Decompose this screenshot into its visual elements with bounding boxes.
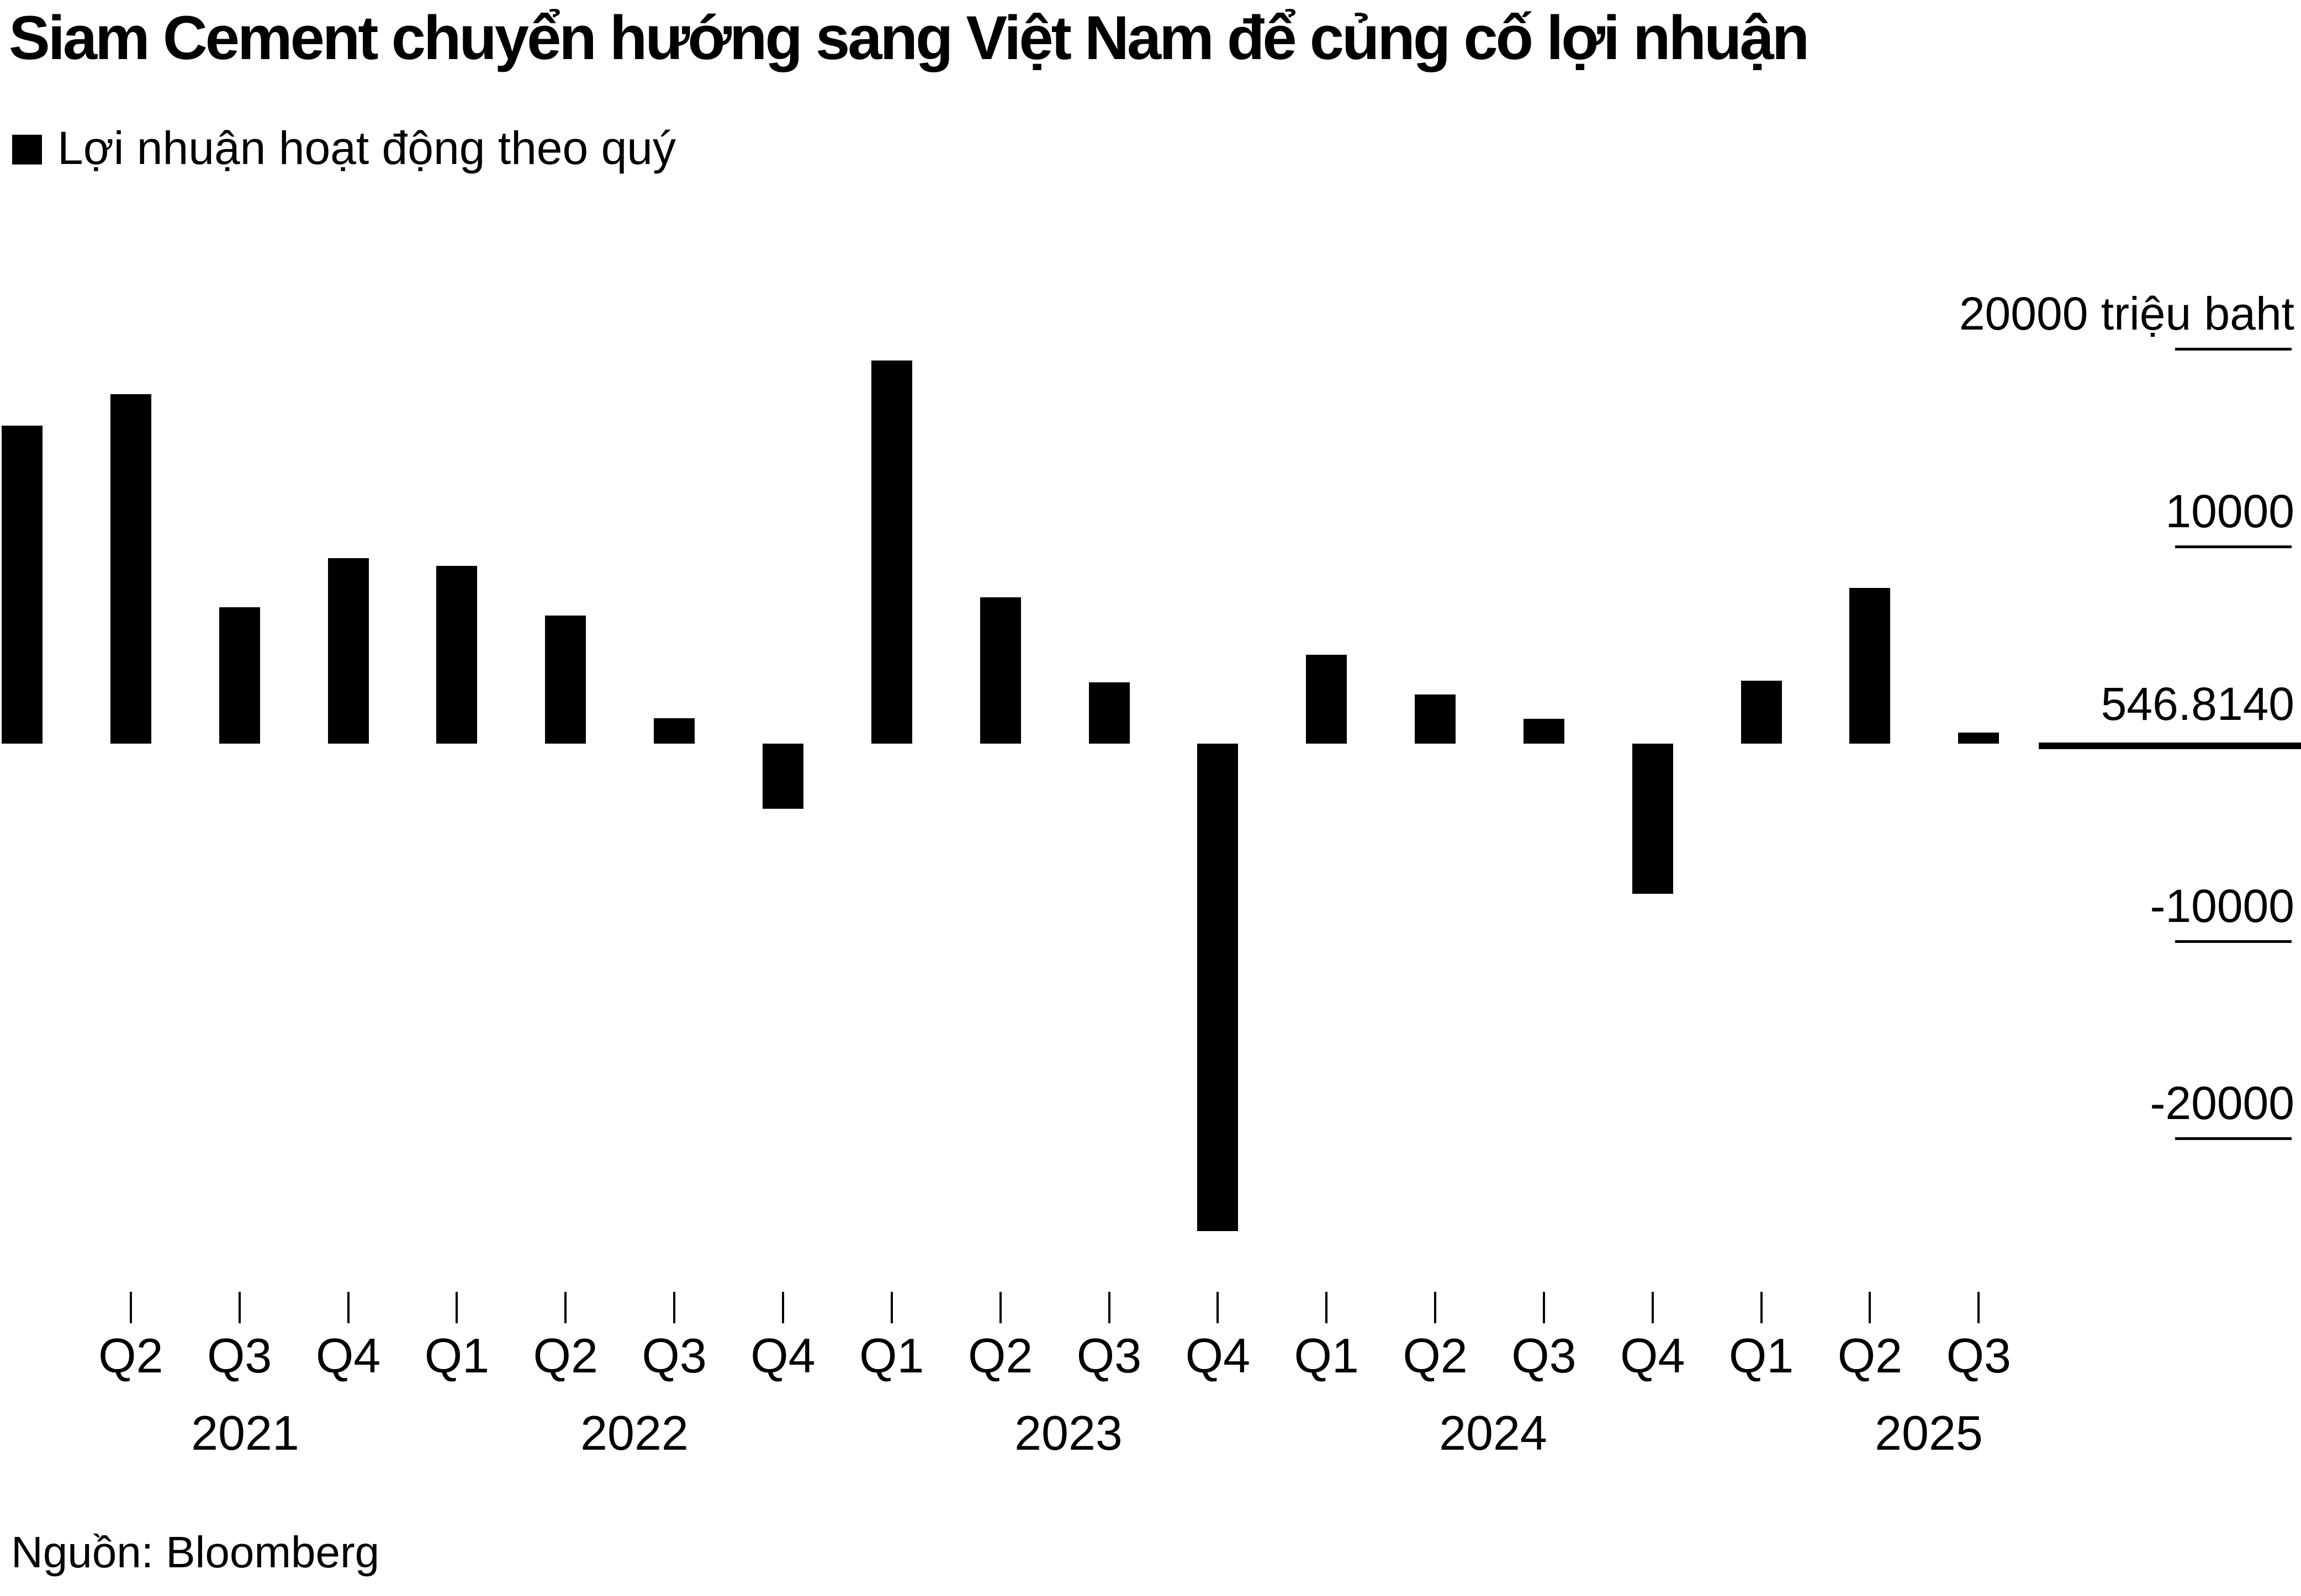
x-axis-label-q2-4: Q2: [533, 1328, 598, 1383]
bar-q2-2022: [545, 615, 586, 744]
bar-q3-2024: [1523, 719, 1564, 744]
x-axis-label-q2-12: Q2: [1403, 1328, 1468, 1383]
bar-q1-2025: [1741, 680, 1782, 744]
x-axis-label-q2-0: Q2: [98, 1328, 163, 1383]
bar-q4-2022: [762, 744, 803, 809]
x-axis-label-q3-13: Q3: [1511, 1328, 1577, 1383]
bar-q2-2023: [980, 597, 1021, 744]
x-axis-label-q3-5: Q3: [642, 1328, 707, 1383]
x-axis-label-q2-8: Q2: [967, 1328, 1033, 1383]
chart-title: Siam Cement chuyển hướng sang Việt Nam đ…: [9, 3, 1810, 72]
x-axis-tick: [673, 1292, 676, 1323]
y-axis-tickline: [2175, 545, 2292, 548]
bar-q4-2023: [1197, 744, 1239, 1232]
bar-q1-2024: [1306, 655, 1347, 744]
y-axis-label: -10000: [2150, 879, 2294, 932]
x-axis-tick: [456, 1292, 458, 1323]
x-axis-label-q1-15: Q1: [1728, 1328, 1794, 1383]
y-axis-label: 10000: [2165, 485, 2294, 537]
bar-q2-2025: [1849, 587, 1891, 744]
bar-q2-2021: [110, 394, 151, 744]
bar-q4-2021: [327, 558, 369, 744]
last-price-line: [2039, 743, 2301, 749]
x-axis-label-q1-11: Q1: [1294, 1328, 1359, 1383]
x-axis-year-2021: 2021: [191, 1406, 299, 1460]
x-axis-tick: [1977, 1292, 1980, 1323]
y-axis-tickline: [2175, 1137, 2292, 1140]
bar-q4-2024: [1632, 744, 1673, 894]
bar-q3-2021: [219, 607, 260, 744]
x-axis-label-q2-16: Q2: [1837, 1328, 1903, 1383]
bar-q3-2025: [1958, 733, 2000, 744]
x-axis-label-q4-10: Q4: [1185, 1328, 1251, 1383]
y-axis-tickline: [2175, 940, 2292, 943]
x-axis-tick: [781, 1292, 784, 1323]
x-axis-tick: [1434, 1292, 1437, 1323]
x-axis-label-q4-2: Q4: [315, 1328, 381, 1383]
x-axis-label-q3-1: Q3: [207, 1328, 272, 1383]
last-price-label: 546.8140: [2101, 678, 2294, 730]
bar-q3-2022: [654, 718, 695, 744]
x-axis-tick: [238, 1292, 241, 1323]
x-axis-tick: [129, 1292, 132, 1323]
x-axis-tick: [564, 1292, 567, 1323]
legend-swatch-icon: [12, 135, 42, 165]
x-axis-tick: [1869, 1292, 1871, 1323]
legend-label: Lợi nhuận hoạt động theo quý: [57, 122, 676, 174]
x-axis-tick: [1760, 1292, 1763, 1323]
x-axis-label-q1-7: Q1: [859, 1328, 924, 1383]
x-axis-year-2022: 2022: [580, 1406, 689, 1460]
x-axis-year-2023: 2023: [1014, 1406, 1123, 1460]
bar-q3-2023: [1088, 682, 1130, 744]
bar-q1-2023: [871, 360, 912, 744]
x-axis-tick: [1108, 1292, 1110, 1323]
x-axis-tick: [1216, 1292, 1219, 1323]
x-axis-label-q4-14: Q4: [1620, 1328, 1685, 1383]
bar-q1-2022: [436, 566, 478, 744]
bar-q2-2024: [1415, 694, 1456, 744]
x-axis-year-2024: 2024: [1439, 1406, 1547, 1460]
x-axis-label-q3-17: Q3: [1946, 1328, 2011, 1383]
x-axis-tick: [1542, 1292, 1545, 1323]
legend: Lợi nhuận hoạt động theo quý: [12, 125, 676, 174]
y-axis-label: 20000 triệu baht: [1959, 288, 2294, 340]
x-axis-tick: [1325, 1292, 1328, 1323]
x-axis-label-q1-3: Q1: [424, 1328, 490, 1383]
bar-q1-2021: [2, 426, 43, 744]
y-axis-tickline: [2175, 348, 2292, 351]
x-axis-tick: [1651, 1292, 1654, 1323]
x-axis-tick: [999, 1292, 1002, 1323]
y-axis-label: -20000: [2150, 1077, 2294, 1129]
x-axis-label-q3-9: Q3: [1076, 1328, 1142, 1383]
source-credit: Nguồn: Bloomberg: [11, 1528, 380, 1577]
x-axis-tick: [890, 1292, 893, 1323]
x-axis-label-q4-6: Q4: [750, 1328, 816, 1383]
x-axis-year-2025: 2025: [1875, 1406, 1983, 1460]
x-axis-tick: [347, 1292, 350, 1323]
